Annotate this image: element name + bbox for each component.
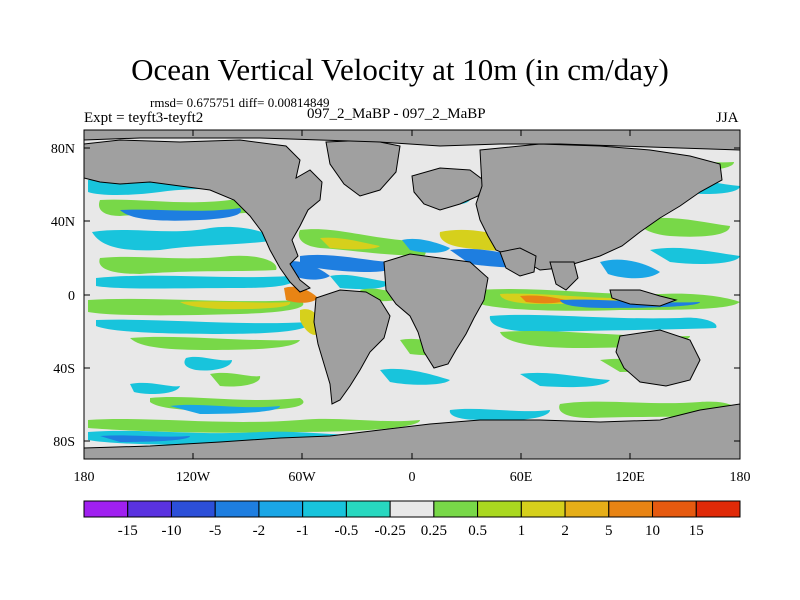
colorbar-label: 2 xyxy=(561,523,569,539)
colorbar-swatch xyxy=(127,500,172,518)
colorbar-label: 5 xyxy=(605,523,613,539)
field-patch xyxy=(284,286,318,303)
land-asia xyxy=(475,143,723,271)
land-south-america xyxy=(313,289,391,405)
land-north-arctic xyxy=(84,130,740,151)
experiment-label: Expt = teyft3-teyft2 xyxy=(84,110,204,126)
plot-title: Ocean Vertical Velocity at 10m (in cm/da… xyxy=(131,52,669,87)
field-patch xyxy=(120,208,241,221)
field-patch xyxy=(130,382,180,394)
field-patch xyxy=(92,226,276,251)
colorbar-label: 15 xyxy=(689,523,704,539)
field-patch xyxy=(88,418,420,433)
lat-tick-label: 0 xyxy=(68,289,75,304)
land-masses xyxy=(84,130,740,459)
lon-tick-label: 180 xyxy=(730,470,751,485)
field-patch xyxy=(96,319,311,334)
colorbar-label: 1 xyxy=(518,523,526,539)
land-arabia xyxy=(499,247,537,277)
field-patch xyxy=(96,275,294,289)
colorbar-label: -1 xyxy=(296,523,309,539)
map-panel xyxy=(84,130,740,459)
colorbar-label: -2 xyxy=(253,523,266,539)
field-patch xyxy=(402,238,450,253)
field-patch xyxy=(320,237,380,250)
lat-tick-label: 40S xyxy=(53,362,75,377)
colorbar-label: -0.5 xyxy=(335,523,359,539)
lat-tick-label: 40N xyxy=(51,215,75,230)
colorbar-label: 0.5 xyxy=(468,523,487,539)
colorbar-swatch xyxy=(477,500,522,518)
latitude-axis: 80N 40N 0 40S 80S xyxy=(51,142,740,450)
colorbar-swatch xyxy=(608,500,654,518)
colorbar-label: -15 xyxy=(118,523,138,539)
field-patch xyxy=(520,295,566,304)
colorbar-label: -5 xyxy=(209,523,222,539)
lon-tick-label: 60E xyxy=(510,470,533,485)
lon-tick-label: 180 xyxy=(74,470,95,485)
field-patch xyxy=(130,336,300,350)
lon-tick-label: 120E xyxy=(615,470,645,485)
land-indonesia xyxy=(609,289,678,307)
colorbar-label: -10 xyxy=(161,523,181,539)
field-patch xyxy=(184,356,232,371)
land-africa xyxy=(383,253,489,369)
colorbar-swatch xyxy=(302,500,347,518)
field-patch xyxy=(100,435,190,442)
land-europe xyxy=(411,167,487,211)
longitude-axis: 180 120W 60W 0 60E 120E 180 xyxy=(74,130,751,485)
field-patch xyxy=(170,404,280,414)
colorbar-swatch xyxy=(652,500,697,518)
runs-label: 097_2_MaBP - 097_2_MaBP xyxy=(307,106,486,122)
season-label: JJA xyxy=(716,110,739,126)
colorbar-label: 10 xyxy=(645,523,660,539)
field-patch xyxy=(330,274,390,290)
lon-tick-label: 60W xyxy=(288,470,316,485)
land-north-america xyxy=(84,139,323,293)
colorbar-swatch xyxy=(345,500,391,518)
field-patch xyxy=(210,372,261,387)
field-patch xyxy=(380,368,450,385)
lon-tick-label: 120W xyxy=(176,470,211,485)
field-patch xyxy=(300,254,396,272)
colorbar: -15 -10 -5 -2 -1 -0.5 -0.25 0.25 0.5 1 2 5 10 15 xyxy=(83,500,741,539)
colorbar-swatch xyxy=(389,500,435,518)
field-patch xyxy=(650,247,740,264)
field-patch xyxy=(489,314,717,332)
field-patch xyxy=(520,372,610,388)
field-patch xyxy=(99,255,277,274)
lat-tick-label: 80S xyxy=(53,435,75,450)
colorbar-label: 0.25 xyxy=(421,523,447,539)
colorbar-swatch xyxy=(170,500,216,518)
colorbar-swatch xyxy=(214,500,260,518)
colorbar-swatch xyxy=(695,500,741,518)
colorbar-swatch xyxy=(564,500,610,518)
colorbar-label: -0.25 xyxy=(375,523,406,539)
colorbar-swatch xyxy=(433,500,479,518)
stats-label: rmsd= 0.675751 diff= 0.00814849 xyxy=(150,95,330,110)
colorbar-swatch xyxy=(520,500,566,518)
field-patch xyxy=(449,408,550,421)
land-australia xyxy=(615,329,701,387)
colorbar-swatch xyxy=(258,500,304,518)
lon-tick-label: 0 xyxy=(409,470,416,485)
field-patch xyxy=(180,301,291,310)
lat-tick-label: 80N xyxy=(51,142,75,157)
land-india xyxy=(549,261,579,291)
land-antarctica xyxy=(84,403,740,459)
field-patch xyxy=(600,259,660,279)
field-patch xyxy=(639,217,730,237)
colorbar-swatch xyxy=(83,500,129,518)
